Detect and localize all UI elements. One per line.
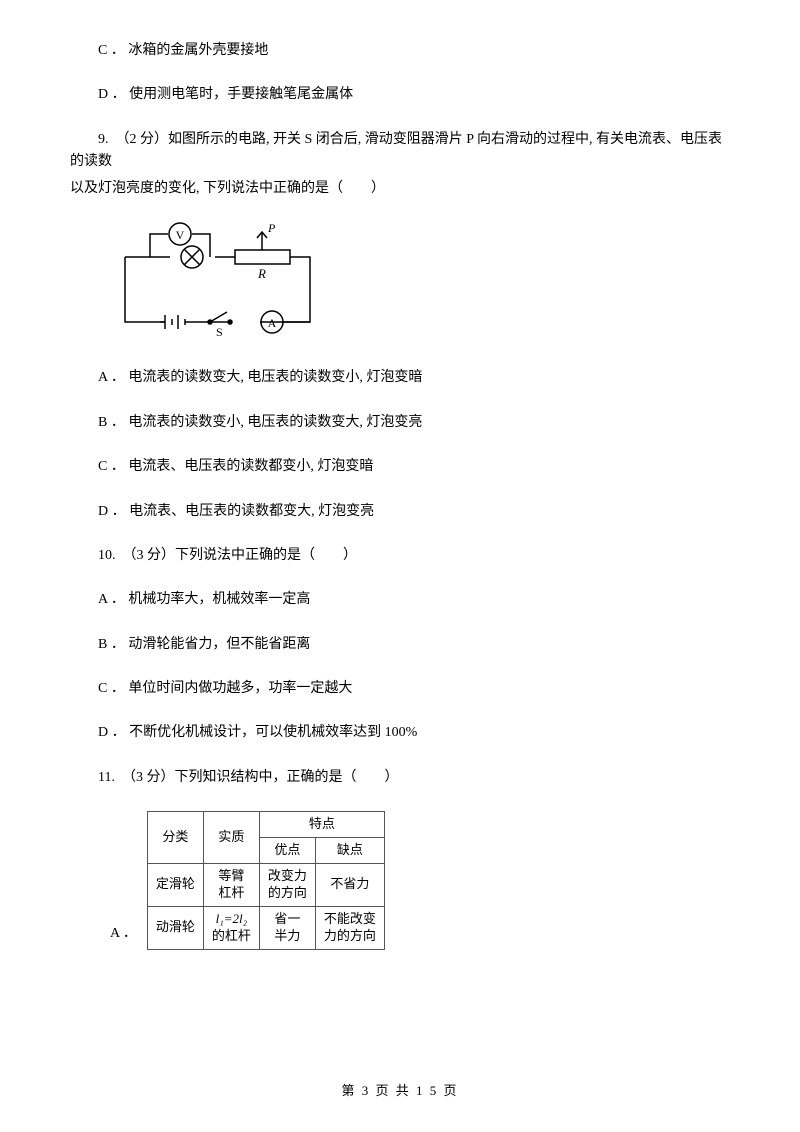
th-con: 缺点 [315,838,384,864]
q8-option-d: D ． 使用测电笔时，手要接触笔尾金属体 [70,84,730,106]
svg-text:A: A [268,316,277,330]
svg-text:V: V [176,228,185,242]
r2c3: 省一 半力 [259,906,315,949]
q9-option-a: A ． 电流表的读数变大, 电压表的读数变小, 灯泡变暗 [70,367,730,389]
r2c1: 动滑轮 [147,906,203,949]
circuit-diagram: V A P R S [110,222,730,345]
svg-text:S: S [216,325,223,337]
q10-option-c: C ． 单位时间内做功越多，功率一定越大 [70,678,730,700]
th-nature: 实质 [203,812,259,864]
q9-option-b: B ． 电流表的读数变小, 电压表的读数变大, 灯泡变亮 [70,412,730,434]
q11-option-a-label: A ． [110,923,137,945]
q9-option-d: D ． 电流表、电压表的读数都变大, 灯泡变亮 [70,501,730,523]
svg-text:P: P [267,222,276,235]
svg-text:R: R [257,266,266,281]
q11-stem: 11. （3 分）下列知识结构中，正确的是（ ） [70,767,730,789]
q9-stem-line2: 以及灯泡亮度的变化, 下列说法中正确的是（ ） [70,178,730,200]
r1c4: 不省力 [315,864,384,907]
th-feature: 特点 [259,812,384,838]
r2c2: l₁=2l₂的杠杆 [203,906,259,949]
q10-option-d: D ． 不断优化机械设计，可以使机械效率达到 100% [70,722,730,744]
q9-option-c: C ． 电流表、电压表的读数都变小, 灯泡变暗 [70,456,730,478]
pulley-table: 分类 实质 特点 优点 缺点 定滑轮 等臂 杠杆 改变力 的方向 不省力 动滑轮… [147,811,385,949]
r1c2: 等臂 杠杆 [203,864,259,907]
q10-option-a: A ． 机械功率大，机械效率一定高 [70,589,730,611]
q9-stem-line1: 9. （2 分）如图所示的电路, 开关 S 闭合后, 滑动变阻器滑片 P 向右滑… [70,129,730,174]
r1c1: 定滑轮 [147,864,203,907]
page-footer: 第 3 页 共 1 5 页 [0,1081,800,1102]
q8-option-c: C ． 冰箱的金属外壳要接地 [70,40,730,62]
r2c4: 不能改变 力的方向 [315,906,384,949]
q11-table-block: A ． 分类 实质 特点 优点 缺点 定滑轮 等臂 杠杆 改变力 的方向 不省力… [110,811,730,949]
r1c3: 改变力 的方向 [259,864,315,907]
q10-stem: 10. （3 分）下列说法中正确的是（ ） [70,545,730,567]
th-category: 分类 [147,812,203,864]
q10-option-b: B ． 动滑轮能省力，但不能省距离 [70,634,730,656]
th-pro: 优点 [259,838,315,864]
